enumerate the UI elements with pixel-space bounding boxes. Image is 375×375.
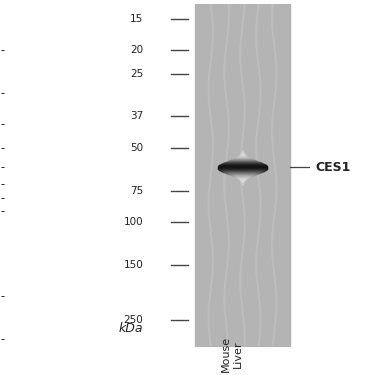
Text: 20: 20 <box>130 45 144 55</box>
Text: 100: 100 <box>124 217 144 227</box>
Text: 75: 75 <box>130 186 144 196</box>
Text: 25: 25 <box>130 69 144 79</box>
Text: CES1: CES1 <box>316 161 351 174</box>
Text: 150: 150 <box>124 260 144 270</box>
Text: 37: 37 <box>130 111 144 121</box>
Text: 250: 250 <box>124 315 144 324</box>
Text: 50: 50 <box>130 143 144 153</box>
Text: kDa: kDa <box>119 322 144 335</box>
Text: 15: 15 <box>130 14 144 24</box>
Text: Mouse
Liver: Mouse Liver <box>221 336 243 372</box>
